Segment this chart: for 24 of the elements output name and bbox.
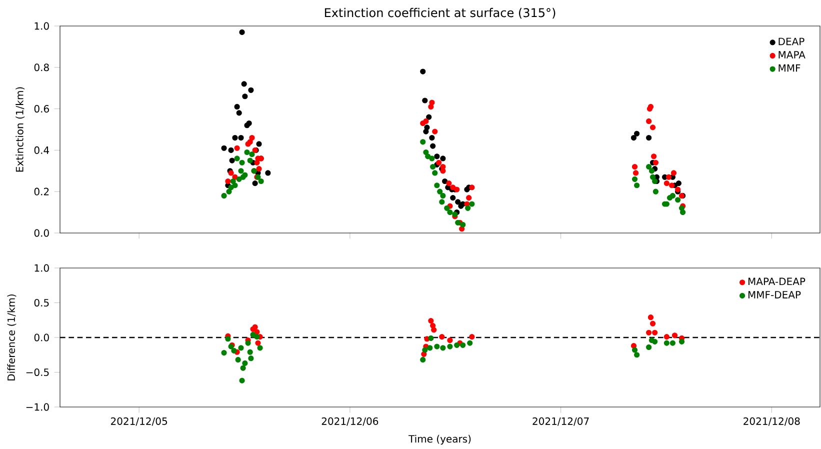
chart-title: Extinction coefficient at surface (315°) xyxy=(324,8,556,19)
y-tick-label: 1.0 xyxy=(34,264,49,272)
x-tick-label: 2021/12/08 xyxy=(744,417,800,426)
y-tick-label: 0.0 xyxy=(34,229,49,237)
x-axis-title: Time (years) xyxy=(408,434,471,445)
y-tick-label: 0.8 xyxy=(34,64,49,72)
legend-label: MAPA xyxy=(778,51,806,58)
y-tick-label: −1.0 xyxy=(26,403,49,411)
y-tick-label: 0.5 xyxy=(34,298,49,307)
y-tick-label: 0.4 xyxy=(34,146,50,154)
x-tick-label: 2021/12/06 xyxy=(322,417,378,426)
y-tick-label: 1.0 xyxy=(34,22,49,30)
y-tick-label: −0.5 xyxy=(26,368,49,376)
y-axis-title: Extinction (1/km) xyxy=(16,87,25,172)
x-tick-label: 2021/12/07 xyxy=(532,417,589,426)
legend-label: MMF-DEAP xyxy=(748,291,801,298)
legend-label: MMF xyxy=(778,64,800,72)
legend-label: DEAP xyxy=(778,38,804,46)
x-tick-label: 2021/12/05 xyxy=(110,417,167,426)
y-axis-title: Difference (1/km) xyxy=(7,294,16,380)
y-tick-label: 0.6 xyxy=(34,105,49,113)
legend-label: MAPA-DEAP xyxy=(748,278,806,286)
y-tick-label: 0.0 xyxy=(34,334,49,342)
y-tick-label: 0.2 xyxy=(34,188,49,196)
